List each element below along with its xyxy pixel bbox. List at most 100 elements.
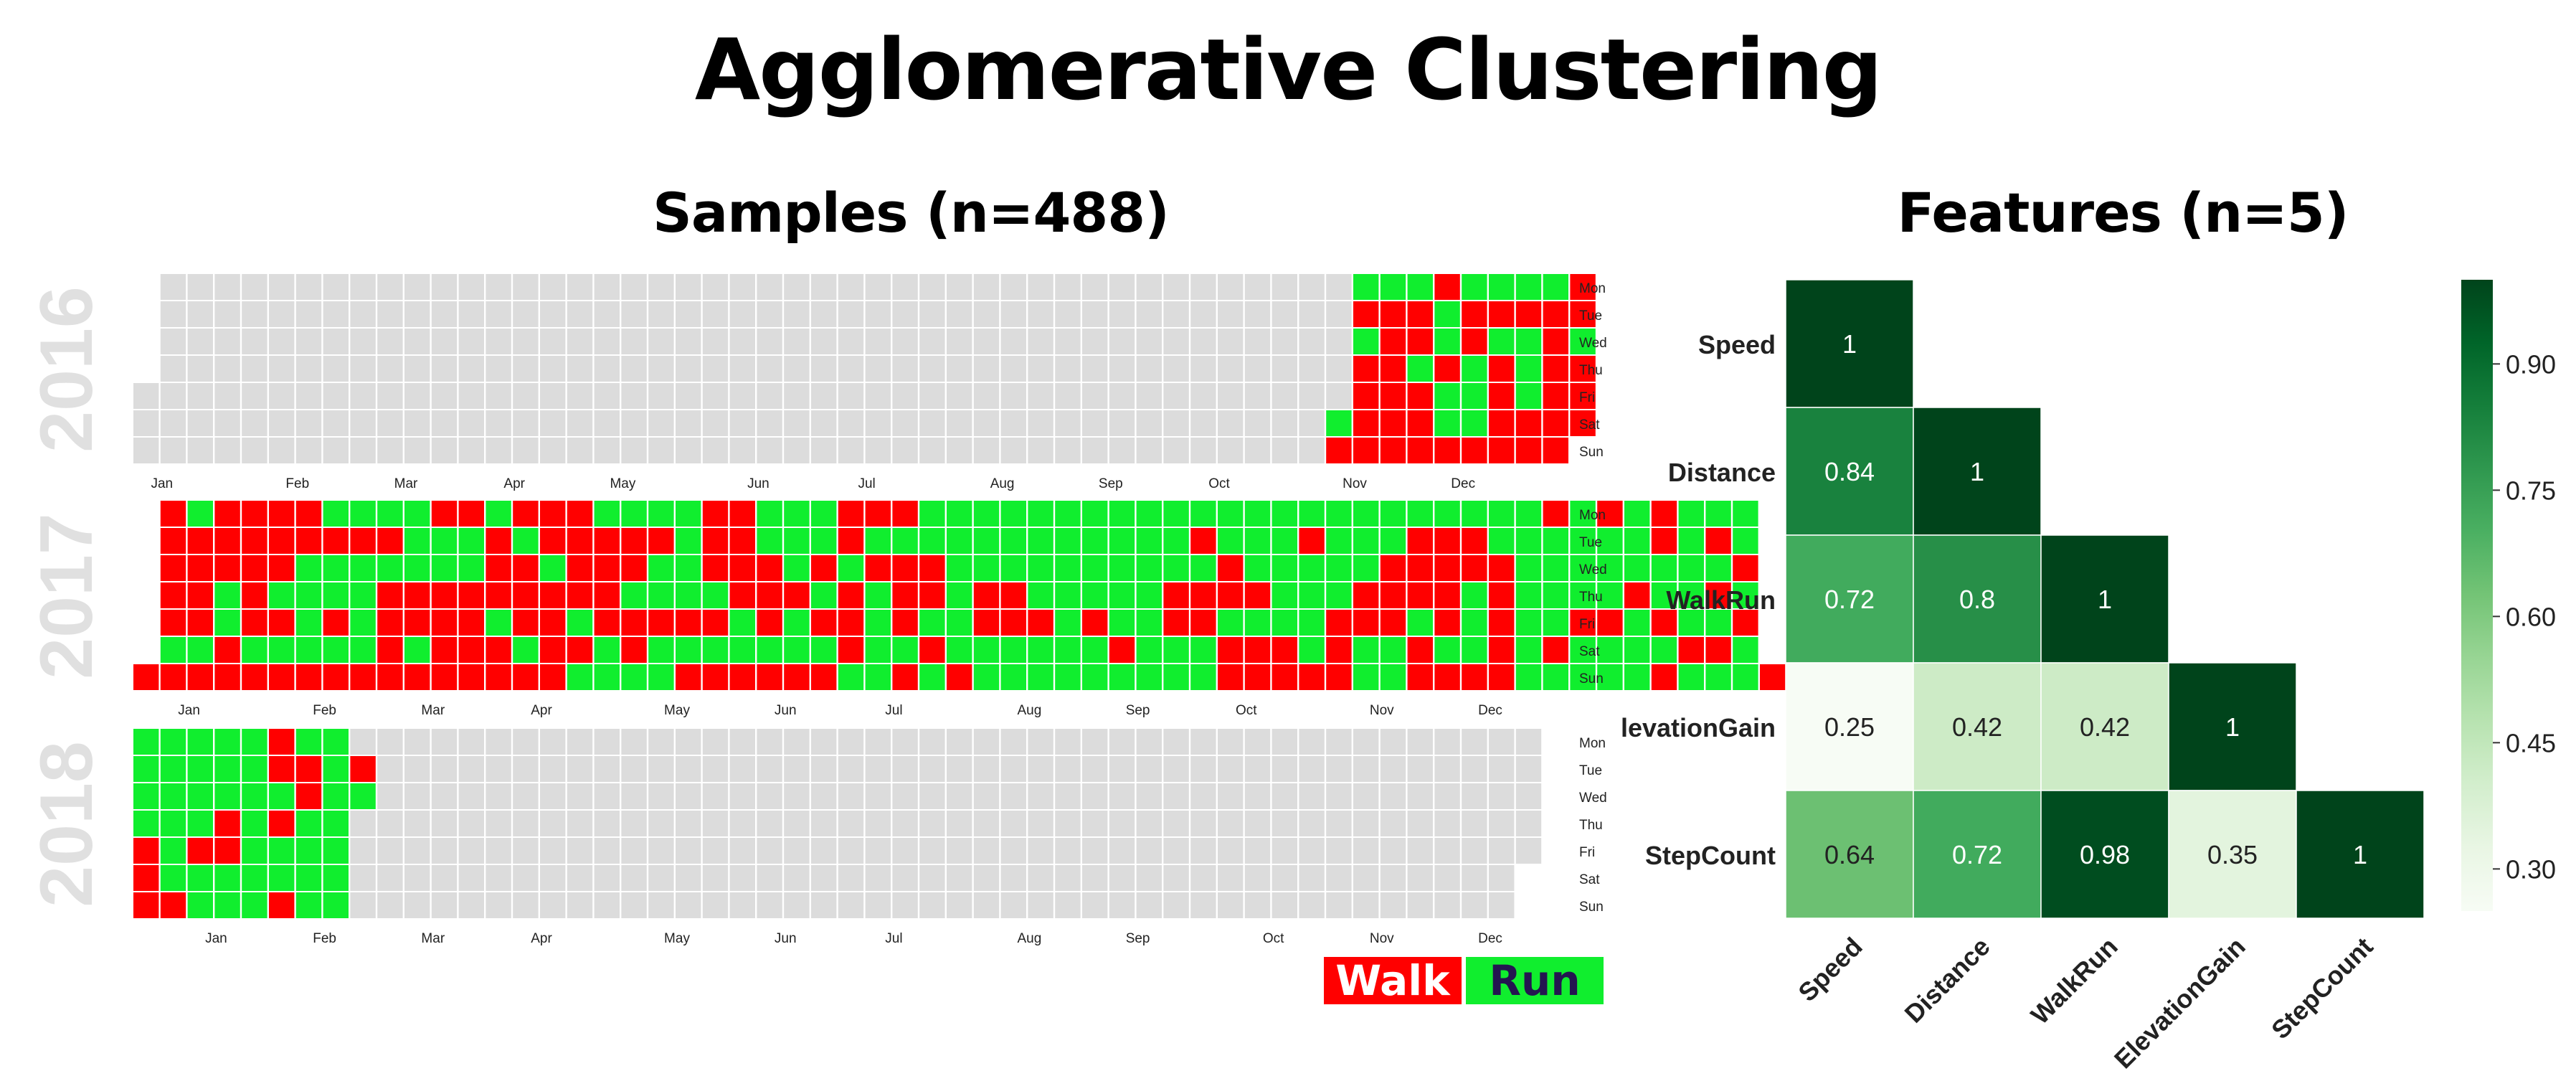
calendar-cell — [594, 383, 620, 409]
x-tick-label: Speed — [1792, 932, 1867, 1007]
calendar-cell — [133, 664, 159, 690]
month-label: Mar — [394, 476, 418, 491]
calendar-cell — [1733, 664, 1758, 690]
calendar-cell — [892, 783, 918, 809]
calendar-cell — [676, 664, 701, 690]
heatmap-value: 1 — [1842, 329, 1857, 359]
calendar-cell — [1082, 664, 1108, 690]
calendar-cell — [729, 410, 755, 436]
calendar-cell — [540, 838, 566, 864]
weekday-label: Tue — [1579, 308, 1602, 324]
heatmap-value: 0.98 — [2080, 840, 2130, 869]
calendar-cell — [540, 783, 566, 809]
calendar-cell — [919, 637, 945, 663]
calendar-cell — [540, 383, 566, 409]
calendar-cell — [1190, 865, 1216, 891]
calendar-cell — [1028, 410, 1053, 436]
calendar-cell — [1407, 865, 1433, 891]
heatmap-cell — [2168, 790, 2297, 919]
calendar-cell — [1462, 410, 1487, 436]
calendar-cell — [350, 438, 376, 463]
y-tick-label: WalkRun — [1666, 585, 1776, 615]
calendar-cell — [621, 865, 647, 891]
calendar-cell — [1082, 811, 1108, 836]
weekday-label: Thu — [1579, 363, 1603, 378]
y-tick-label: StepCount — [1645, 841, 1776, 870]
calendar-cell — [594, 329, 620, 354]
calendar-cell — [513, 811, 539, 836]
month-label: Jan — [151, 476, 173, 491]
calendar-cell — [811, 664, 837, 690]
calendar-cell — [567, 637, 593, 663]
calendar-cell — [377, 783, 403, 809]
calendar-cell — [431, 582, 458, 608]
calendar-cell — [1326, 892, 1352, 918]
calendar-cell — [377, 664, 403, 690]
calendar-cell — [947, 865, 972, 891]
month-label: Dec — [1451, 476, 1475, 491]
calendar-cell — [1407, 729, 1433, 755]
calendar-cell — [1407, 329, 1433, 354]
calendar-cell — [1299, 356, 1325, 382]
calendar-cell — [133, 756, 159, 782]
calendar-cell — [1082, 274, 1108, 300]
x-tick-label: StepCount — [2265, 932, 2379, 1045]
calendar-cell — [486, 528, 511, 554]
calendar-cell — [865, 301, 891, 327]
calendar-cell — [323, 383, 349, 409]
colorbar-tick-label: 0.30 — [2506, 854, 2556, 884]
calendar-cell — [1163, 783, 1189, 809]
calendar-cell — [919, 729, 945, 755]
calendar-cell — [1434, 865, 1460, 891]
calendar-cell — [648, 582, 674, 608]
calendar-cell — [187, 811, 213, 836]
calendar-cell — [458, 756, 484, 782]
calendar-cell — [269, 811, 295, 836]
heatmap-value: 0.84 — [1824, 457, 1875, 486]
calendar-cell — [729, 729, 755, 755]
calendar-cell — [1407, 438, 1433, 463]
month-label: Feb — [313, 703, 336, 718]
calendar-cell — [431, 555, 458, 581]
calendar-cell — [540, 528, 566, 554]
calendar-cell — [323, 555, 349, 581]
calendar-cell — [973, 274, 1000, 300]
calendar-cell — [1272, 838, 1297, 864]
calendar-cell — [676, 582, 701, 608]
calendar-cell — [947, 582, 972, 608]
calendar-cell — [242, 664, 267, 690]
calendar-cell — [1055, 274, 1081, 300]
calendar-cell — [377, 555, 403, 581]
calendar-cell — [1326, 811, 1352, 836]
calendar-cell — [757, 892, 782, 918]
calendar-cell — [1244, 729, 1271, 755]
calendar-cell — [838, 892, 864, 918]
calendar-cell — [1570, 410, 1596, 436]
calendar-cell — [1462, 756, 1487, 782]
month-label: Dec — [1478, 931, 1502, 946]
calendar-cell — [160, 555, 186, 581]
calendar-cell — [1380, 501, 1406, 527]
calendar-cell — [1082, 892, 1108, 918]
calendar-cell — [892, 555, 918, 581]
calendar-cell — [676, 865, 701, 891]
calendar-cell — [594, 637, 620, 663]
calendar-cell — [892, 811, 918, 836]
calendar-cell — [567, 501, 593, 527]
calendar-cell — [1380, 892, 1406, 918]
calendar-cell — [1000, 329, 1026, 354]
calendar-cell — [811, 582, 837, 608]
calendar-cell — [784, 811, 810, 836]
calendar-cell — [567, 664, 593, 690]
calendar-cell — [838, 383, 864, 409]
calendar-cell — [1434, 729, 1460, 755]
calendar-cell — [431, 438, 458, 463]
calendar-cell — [214, 528, 240, 554]
calendar-cell — [973, 356, 1000, 382]
calendar-cell — [1028, 438, 1053, 463]
calendar-cell — [1218, 610, 1244, 636]
calendar-cell — [811, 528, 837, 554]
calendar-cell — [1515, 811, 1542, 836]
calendar-cell — [242, 301, 267, 327]
calendar-cell — [1570, 356, 1596, 382]
